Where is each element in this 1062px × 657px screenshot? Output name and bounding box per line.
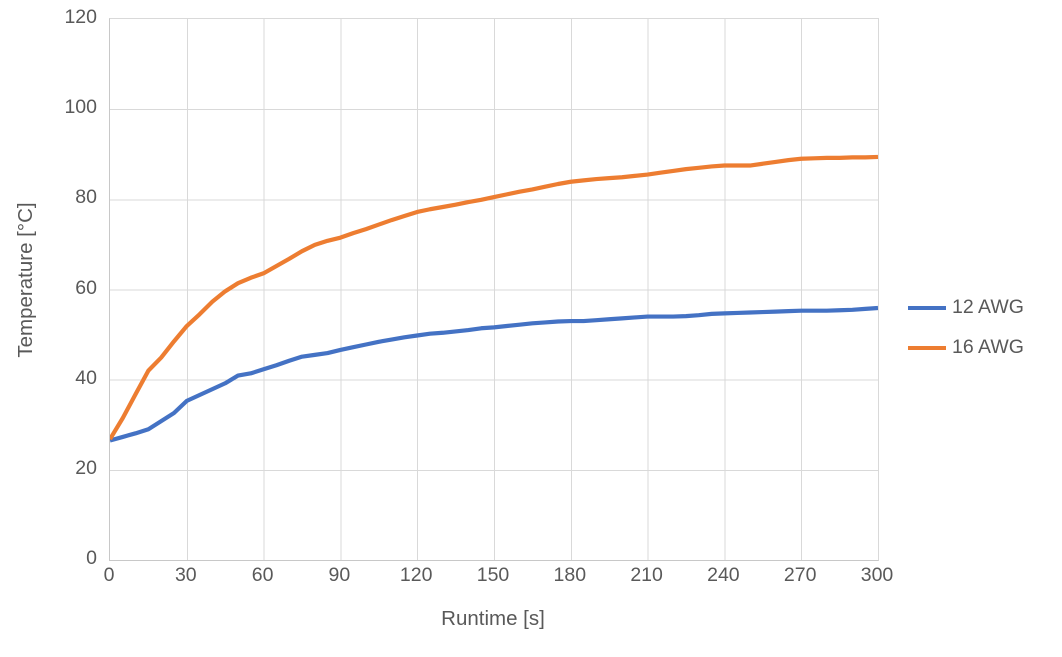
y-tick-label: 40	[75, 366, 97, 389]
x-tick-label: 60	[251, 564, 274, 586]
legend-item[interactable]: 12 AWG	[908, 288, 1058, 328]
y-tick-label: 60	[75, 276, 97, 299]
x-tick-label: 30	[174, 564, 197, 586]
legend-label: 16 AWG	[952, 336, 1024, 359]
x-tick-label: 180	[553, 564, 587, 586]
plot-area	[109, 18, 879, 561]
x-axis-title: Runtime [s]	[441, 607, 545, 630]
x-tick-label: 270	[783, 564, 817, 586]
x-tick-label: 240	[707, 564, 740, 586]
legend-color-swatch	[908, 305, 946, 311]
x-tick-label: 210	[630, 564, 663, 586]
chart-legend: 12 AWG 16 AWG	[908, 288, 1058, 368]
series-line-16-awg	[110, 154, 878, 441]
y-tick-label: 20	[75, 456, 97, 479]
series-lines	[110, 154, 878, 443]
x-tick-label: 150	[476, 564, 510, 586]
series-line-12-awg	[110, 305, 878, 443]
x-tick-label: 0	[103, 564, 115, 586]
y-axis-title: Temperature [°C]	[14, 202, 37, 358]
x-tick-label: 120	[399, 564, 433, 586]
legend-label: 12 AWG	[952, 296, 1024, 319]
y-tick-label: 100	[64, 96, 97, 119]
x-tick-label: 300	[860, 564, 894, 586]
legend-item[interactable]: 16 AWG	[908, 328, 1058, 368]
x-tick-label: 90	[328, 564, 351, 586]
y-tick-label: 0	[86, 547, 97, 569]
legend-color-swatch	[908, 345, 946, 351]
y-tick-label: 80	[75, 186, 97, 209]
gridlines	[110, 19, 878, 560]
y-tick-label: 120	[64, 6, 97, 28]
